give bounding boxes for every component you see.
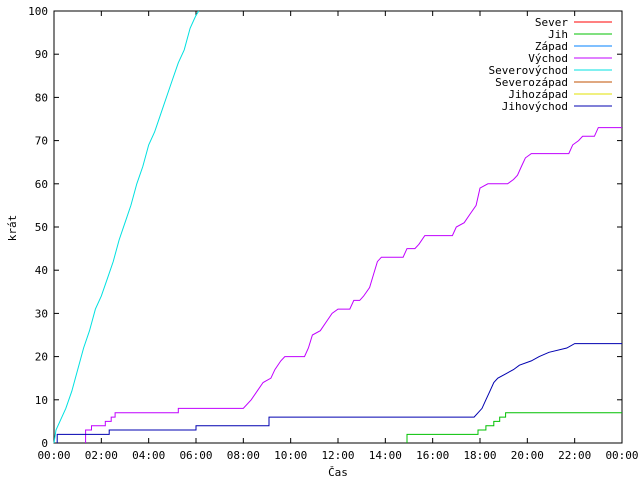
x-tick-label: 04:00: [132, 449, 165, 462]
x-tick-label: 22:00: [558, 449, 591, 462]
x-tick-label: 12:00: [321, 449, 354, 462]
x-axis-label: Čas: [328, 466, 348, 479]
x-tick-label: 06:00: [179, 449, 212, 462]
x-tick-label: 16:00: [416, 449, 449, 462]
y-tick-label: 10: [35, 394, 48, 407]
series-line-jih: [406, 412, 622, 443]
legend-label-severozapad: Severozápad: [495, 76, 568, 89]
legend-label-severovychod: Severovýchod: [489, 64, 568, 77]
legend-label-sever: Sever: [535, 16, 568, 29]
y-tick-label: 60: [35, 178, 48, 191]
y-tick-label: 30: [35, 307, 48, 320]
y-tick-label: 50: [35, 221, 48, 234]
y-tick-label: 0: [41, 437, 48, 450]
x-tick-label: 08:00: [227, 449, 260, 462]
y-tick-label: 100: [28, 5, 48, 18]
legend-label-jihozapad: Jihozápad: [508, 88, 568, 101]
y-axis-label: krát: [6, 215, 19, 242]
x-tick-label: 10:00: [274, 449, 307, 462]
y-tick-label: 90: [35, 48, 48, 61]
y-tick-label: 70: [35, 135, 48, 148]
series-line-jihovychod: [56, 343, 622, 443]
x-tick-label: 18:00: [463, 449, 496, 462]
y-tick-label: 20: [35, 351, 48, 364]
y-tick-label: 80: [35, 91, 48, 104]
series-line-vychod: [85, 127, 622, 443]
x-tick-label: 00:00: [605, 449, 638, 462]
legend-label-zapad: Západ: [535, 40, 568, 53]
x-tick-label: 00:00: [37, 449, 70, 462]
series-line-severovychod: [53, 10, 200, 444]
x-tick-label: 02:00: [85, 449, 118, 462]
legend-label-jihovychod: Jihovýchod: [502, 100, 568, 113]
legend-label-vychod: Východ: [528, 52, 568, 65]
x-tick-label: 14:00: [369, 449, 402, 462]
x-tick-label: 20:00: [511, 449, 544, 462]
y-tick-label: 40: [35, 264, 48, 277]
legend-label-jih: Jih: [548, 28, 568, 41]
